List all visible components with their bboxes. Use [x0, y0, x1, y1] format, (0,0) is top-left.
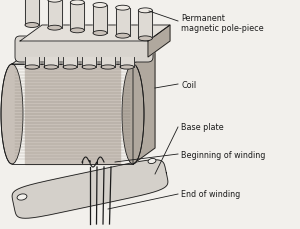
Polygon shape [12, 160, 168, 218]
Polygon shape [48, 1, 62, 29]
Ellipse shape [25, 66, 39, 70]
Polygon shape [25, 0, 39, 26]
Ellipse shape [101, 66, 115, 70]
Polygon shape [93, 6, 107, 34]
Ellipse shape [122, 65, 144, 164]
Ellipse shape [82, 66, 96, 70]
Ellipse shape [48, 26, 62, 31]
Ellipse shape [44, 66, 58, 70]
Polygon shape [25, 65, 120, 164]
Ellipse shape [93, 3, 107, 8]
Ellipse shape [138, 37, 152, 42]
Text: Coil: Coil [181, 80, 196, 89]
Polygon shape [148, 26, 170, 58]
Ellipse shape [138, 9, 152, 14]
Ellipse shape [120, 66, 134, 70]
Ellipse shape [48, 0, 62, 3]
Polygon shape [44, 58, 58, 68]
Ellipse shape [93, 31, 107, 36]
Polygon shape [12, 49, 155, 65]
Ellipse shape [25, 23, 39, 28]
Ellipse shape [148, 159, 156, 164]
Text: Permanent: Permanent [181, 14, 225, 22]
Ellipse shape [17, 194, 27, 200]
Polygon shape [101, 58, 115, 68]
Ellipse shape [63, 66, 77, 70]
Polygon shape [116, 9, 130, 36]
Ellipse shape [116, 34, 130, 39]
Polygon shape [63, 58, 77, 68]
Polygon shape [70, 3, 84, 31]
Ellipse shape [70, 1, 84, 6]
Text: Base plate: Base plate [181, 123, 224, 132]
Text: Beginning of winding: Beginning of winding [181, 150, 266, 159]
Text: magnetic pole-piece: magnetic pole-piece [181, 23, 264, 32]
FancyBboxPatch shape [15, 37, 153, 63]
Polygon shape [25, 58, 39, 68]
Polygon shape [138, 11, 152, 39]
Ellipse shape [116, 6, 130, 11]
Polygon shape [20, 26, 170, 42]
Polygon shape [133, 49, 155, 164]
Ellipse shape [1, 65, 23, 164]
Ellipse shape [70, 29, 84, 34]
Polygon shape [82, 58, 96, 68]
Polygon shape [120, 58, 134, 68]
Text: End of winding: End of winding [181, 190, 240, 199]
